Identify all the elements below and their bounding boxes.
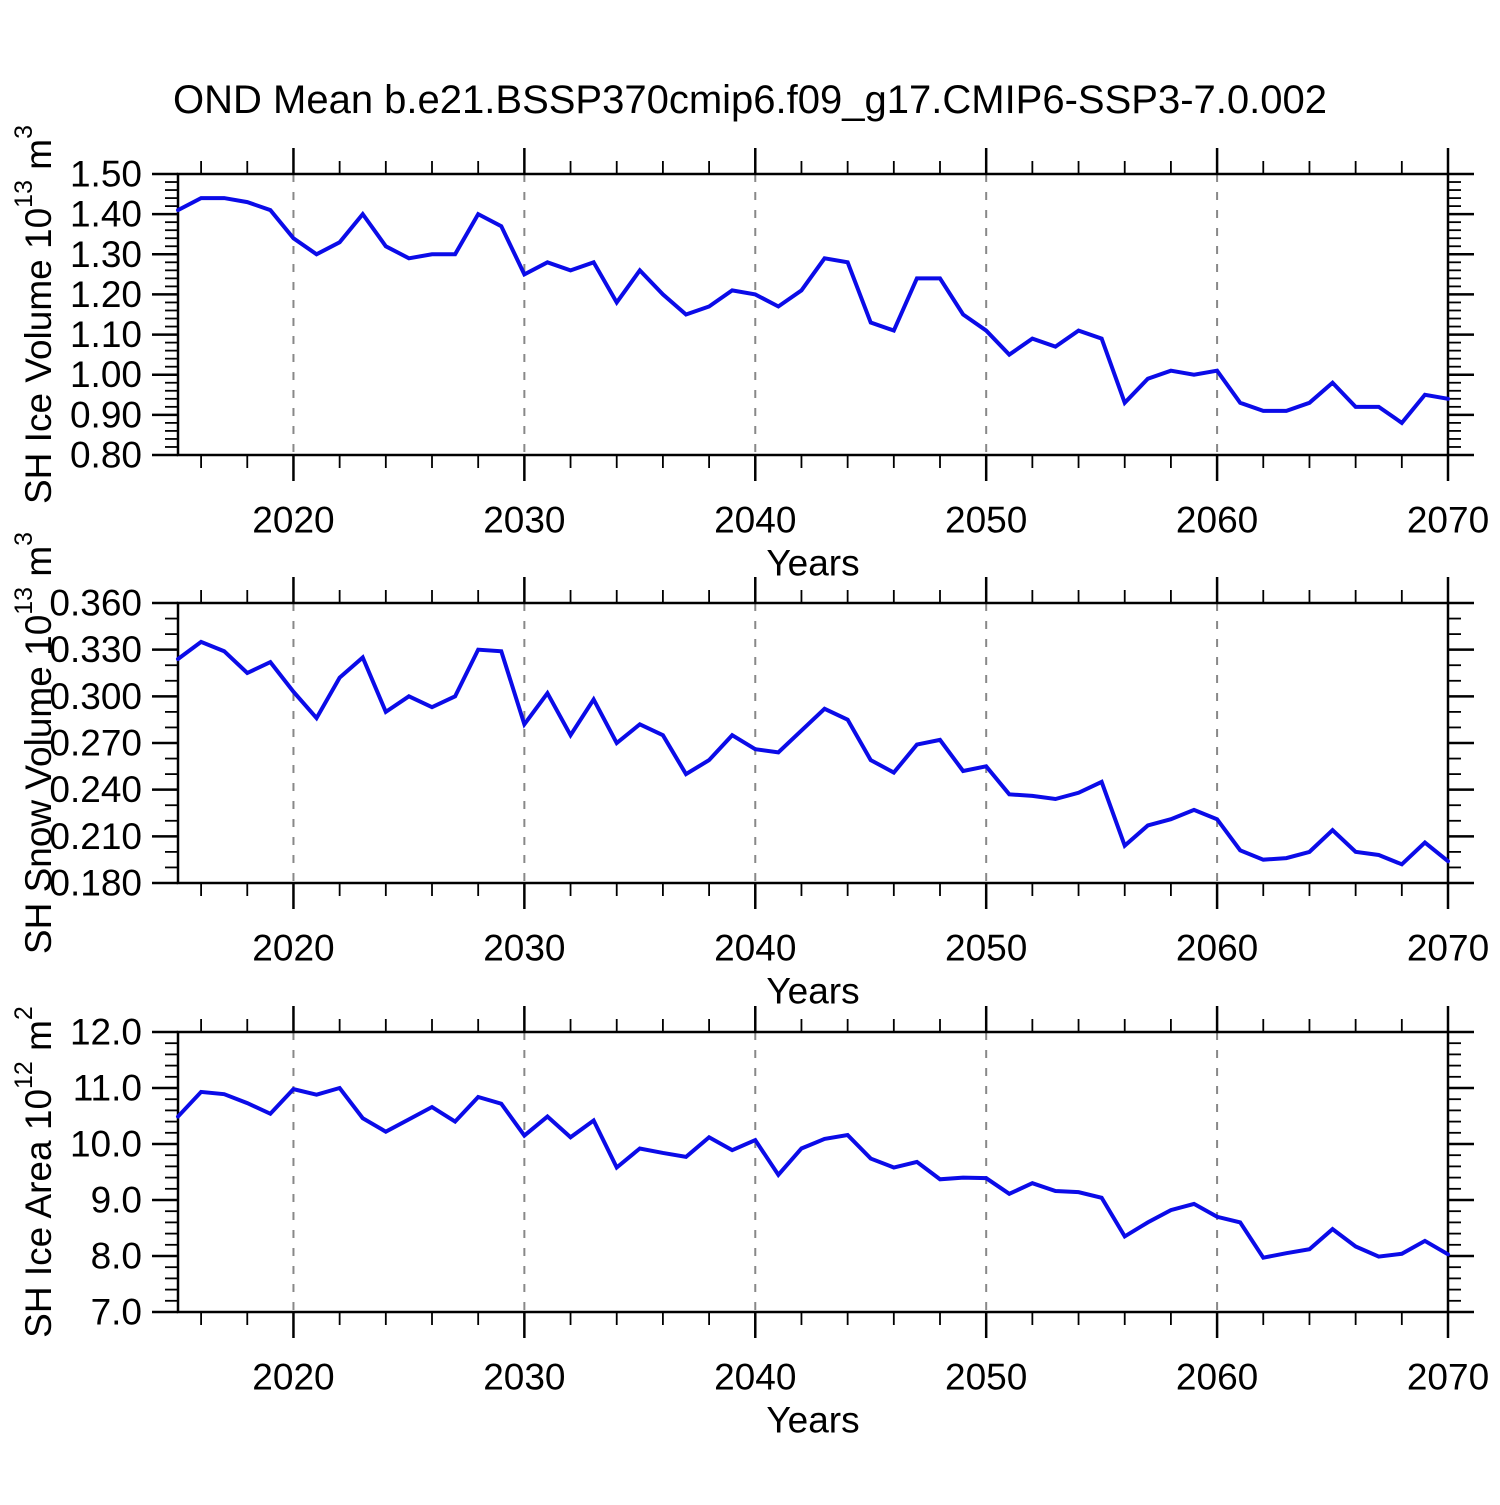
x-tick-label: 2020 xyxy=(252,928,334,969)
x-tick-label: 2030 xyxy=(483,1357,565,1398)
y-tick-label: 9.0 xyxy=(91,1180,142,1221)
x-tick-label: 2050 xyxy=(945,928,1027,969)
y-tick-labels: 0.180 0.210 0.240 0.270 0.300 0.330 0.360 xyxy=(49,583,142,904)
gridlines xyxy=(292,603,1219,883)
x-tick-label: 2030 xyxy=(483,500,565,541)
plot-frame xyxy=(176,1030,1450,1314)
y-tick-label: 0.360 xyxy=(49,583,142,624)
y-axis-label-text: m xyxy=(18,1020,59,1061)
y-tick-label: 0.300 xyxy=(49,676,142,717)
x-tick-label: 2070 xyxy=(1407,928,1489,969)
y-axis-label-superscript: 13 xyxy=(10,587,38,615)
panel-sh-ice-volume: 0.800.901.001.101.201.301.401.50 2020 2030… xyxy=(10,125,1489,584)
x-tick-labels: 2020 2030 2040 2050 2060 2070 xyxy=(252,928,1489,969)
plot-frame xyxy=(176,601,1450,885)
sh-ice-area-line xyxy=(176,1085,1450,1260)
x-tick-label: 2070 xyxy=(1407,500,1489,541)
y-axis-label-superscript: 13 xyxy=(10,180,38,208)
gridlines xyxy=(292,174,1219,455)
x-tick-label: 2060 xyxy=(1176,500,1258,541)
x-tick-labels: 2020 2030 2040 2050 2060 2070 xyxy=(252,500,1489,541)
y-tick-label: 11.0 xyxy=(73,1068,142,1109)
y-axis-label-text: SH Snow Volume 10 xyxy=(18,615,59,954)
y-axis-label-superscript: 3 xyxy=(10,532,38,546)
y-tick-label: 12.0 xyxy=(70,1012,142,1053)
x-axis-label-years: Years xyxy=(766,543,859,584)
y-tick-label: 1.00 xyxy=(70,354,142,395)
y-axis-label-text: SH Ice Area 10 xyxy=(18,1089,59,1338)
ticks xyxy=(152,148,1474,481)
y-tick-label: 0.80 xyxy=(70,435,142,476)
x-tick-label: 2040 xyxy=(714,500,796,541)
y-tick-label: 7.0 xyxy=(91,1292,142,1333)
y-axis-label-superscript: 2 xyxy=(10,1006,38,1020)
x-tick-label: 2050 xyxy=(945,500,1027,541)
x-tick-label: 2020 xyxy=(252,1357,334,1398)
x-tick-label: 2070 xyxy=(1407,1357,1489,1398)
sh-snow-volume-y-axis-label: SH Snow Volume 1013 m3 xyxy=(10,532,59,954)
y-tick-label: 0.240 xyxy=(49,769,142,810)
ticks xyxy=(152,577,1474,909)
y-tick-label: 0.180 xyxy=(49,863,142,904)
figure-title: OND Mean b.e21.BSSP370cmip6.f09_g17.CMIP… xyxy=(173,78,1327,122)
ticks xyxy=(152,1006,1474,1338)
y-tick-label: 1.30 xyxy=(70,234,142,275)
y-tick-label: 10.0 xyxy=(70,1124,142,1165)
x-axis-label-years: Years xyxy=(766,971,859,1012)
plot-frame xyxy=(176,172,1450,457)
sh-snow-volume-line xyxy=(176,639,1450,867)
x-tick-label: 2050 xyxy=(945,1357,1027,1398)
y-tick-label: 1.50 xyxy=(70,154,142,195)
y-tick-label: 0.330 xyxy=(49,629,142,670)
y-tick-labels: 0.800.901.001.101.201.301.401.50 xyxy=(70,154,142,476)
x-axis-label-years: Years xyxy=(766,1400,859,1441)
x-tick-label: 2020 xyxy=(252,500,334,541)
y-axis-label-text: m xyxy=(18,139,59,180)
x-tick-label: 2060 xyxy=(1176,1357,1258,1398)
y-tick-label: 0.210 xyxy=(49,816,142,857)
gridlines xyxy=(292,1032,1219,1312)
sh-ice-volume-y-axis-label: SH Ice Volume 1013 m3 xyxy=(10,125,59,504)
x-tick-label: 2060 xyxy=(1176,928,1258,969)
y-tick-label: 0.90 xyxy=(70,394,142,435)
sh-ice-area-y-axis-label: SH Ice Area 1012 m2 xyxy=(10,1006,59,1338)
y-axis-label-text: SH Ice Volume 10 xyxy=(18,208,59,504)
sh-ice-volume-line xyxy=(176,196,1450,426)
y-axis-label-superscript: 3 xyxy=(10,125,38,139)
y-tick-label: 8.0 xyxy=(91,1236,142,1277)
y-axis-label-superscript: 12 xyxy=(10,1061,38,1089)
y-tick-label: 1.20 xyxy=(70,274,142,315)
x-tick-label: 2040 xyxy=(714,1357,796,1398)
y-tick-label: 1.10 xyxy=(70,314,142,355)
y-tick-labels: 7.0 8.0 9.0 10.0 11.0 12.0 xyxy=(70,1012,142,1333)
panel-sh-ice-area: 7.0 8.0 9.0 10.0 11.0 12.0 2020 2030 2040 2050 206… xyxy=(10,1006,1489,1441)
y-tick-label: 0.270 xyxy=(49,723,142,764)
y-axis-label-text: m xyxy=(18,546,59,587)
y-tick-label: 1.40 xyxy=(70,194,142,235)
x-tick-label: 2030 xyxy=(483,928,565,969)
x-tick-labels: 2020 2030 2040 2050 2060 2070 xyxy=(252,1357,1489,1398)
x-tick-label: 2040 xyxy=(714,928,796,969)
